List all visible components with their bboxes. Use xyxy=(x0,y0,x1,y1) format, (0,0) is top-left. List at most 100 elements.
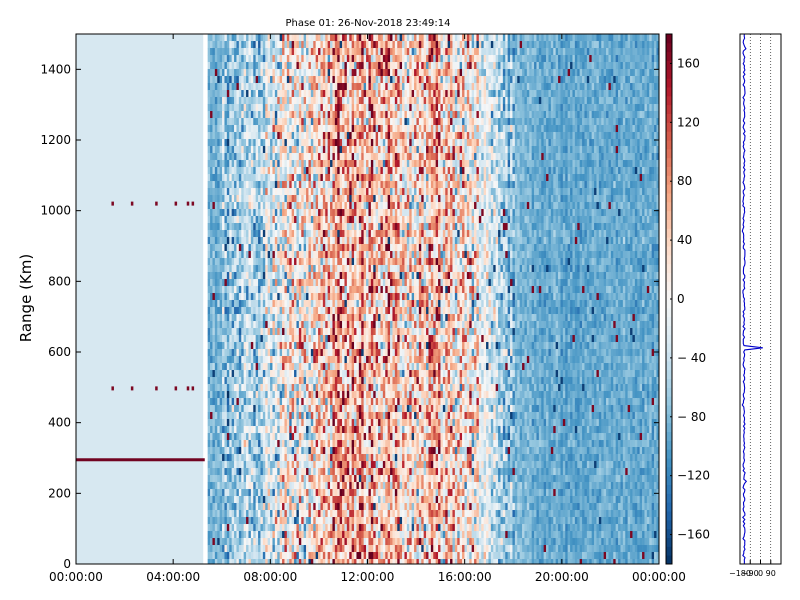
heatmap-cell xyxy=(224,111,228,119)
heatmap-cell xyxy=(310,125,314,133)
heatmap-cell xyxy=(243,111,247,119)
heatmap-cell xyxy=(342,118,345,126)
heatmap-cell xyxy=(332,195,336,203)
heatmap-cell xyxy=(303,237,307,245)
heatmap-cell xyxy=(303,454,307,462)
heatmap-cell xyxy=(289,475,292,483)
heatmap-cell xyxy=(361,489,364,497)
heatmap-cell xyxy=(308,475,312,483)
heatmap-cell xyxy=(308,349,312,357)
heatmap-cell xyxy=(325,90,328,98)
heatmap-cell xyxy=(243,475,247,483)
heatmap-cell xyxy=(284,174,288,182)
heatmap-cell xyxy=(265,265,268,273)
heatmap-cell xyxy=(219,76,223,84)
heatmap-cell xyxy=(291,545,295,553)
heatmap-cell xyxy=(272,202,276,210)
heatmap-cell xyxy=(346,496,350,504)
heatmap-cell xyxy=(243,188,247,196)
heatmap-cell xyxy=(282,230,285,238)
heatmap-cell xyxy=(265,139,268,147)
heatmap-cell xyxy=(224,195,228,203)
heatmap-cell xyxy=(327,111,331,119)
heatmap-cell xyxy=(277,552,280,560)
heatmap-cell xyxy=(262,174,266,182)
heatmap-cell xyxy=(243,244,247,252)
heatmap-cell xyxy=(270,545,273,553)
heatmap-cell xyxy=(286,370,290,378)
heatmap-cell xyxy=(308,405,312,413)
heatmap-cell xyxy=(265,244,268,252)
heatmap-cell xyxy=(337,531,340,539)
heatmap-cell xyxy=(334,167,338,175)
heatmap-cell xyxy=(265,83,268,91)
heatmap-cell xyxy=(236,447,240,455)
heatmap-cell xyxy=(212,174,216,182)
heatmap-cell xyxy=(258,111,261,119)
heatmap-cell xyxy=(320,363,324,371)
heatmap-cell xyxy=(313,209,316,217)
heatmap-cell xyxy=(217,195,220,203)
heatmap-cell xyxy=(322,237,326,245)
heatmap-cell xyxy=(214,34,218,42)
heatmap-cell xyxy=(337,251,340,259)
heatmap-cell xyxy=(260,104,264,112)
heatmap-cell xyxy=(313,307,316,315)
heatmap-cell xyxy=(246,545,249,553)
heatmap-cell xyxy=(313,258,316,266)
heatmap-cell xyxy=(342,426,345,434)
heatmap-cell xyxy=(346,69,350,77)
heatmap-cell xyxy=(344,104,348,112)
heatmap-cell xyxy=(255,489,259,497)
heatmap-cell xyxy=(222,216,225,224)
heatmap-cell xyxy=(344,34,348,42)
heatmap-cell xyxy=(294,174,297,182)
heatmap-cell xyxy=(318,111,321,119)
heatmap-cell xyxy=(310,181,314,189)
heatmap-cell xyxy=(289,132,292,140)
heatmap-cell xyxy=(346,342,350,350)
heatmap-cell xyxy=(327,426,331,434)
heatmap-cell xyxy=(284,412,288,420)
heatmap-cell xyxy=(320,377,324,385)
heatmap-cell xyxy=(277,391,280,399)
heatmap-cell xyxy=(344,461,348,469)
heatmap-cell xyxy=(236,139,240,147)
heatmap-cell xyxy=(291,510,295,518)
heatmap-cell xyxy=(318,188,321,196)
heatmap-cell xyxy=(344,111,348,119)
heatmap-cell xyxy=(210,279,213,287)
heatmap-cell xyxy=(270,48,273,56)
heatmap-cell xyxy=(351,181,355,189)
heatmap-cell xyxy=(301,335,304,343)
heatmap-cell xyxy=(303,272,307,280)
heatmap-cell xyxy=(354,195,357,203)
heatmap-cell xyxy=(279,391,283,399)
heatmap-cell xyxy=(301,139,304,147)
heatmap-cell xyxy=(248,216,252,224)
heatmap-cell xyxy=(277,496,280,504)
heatmap-cell xyxy=(214,76,218,84)
heatmap-cell xyxy=(214,370,218,378)
heatmap-cell xyxy=(349,328,352,336)
heatmap-cell xyxy=(267,314,271,322)
heatmap-cell xyxy=(296,55,300,63)
heatmap-cell xyxy=(334,272,338,280)
heatmap-cell xyxy=(303,83,307,91)
heatmap-cell xyxy=(246,307,249,315)
heatmap-cell xyxy=(298,202,302,210)
heatmap-cell xyxy=(224,265,228,273)
heatmap-cell xyxy=(325,293,328,301)
heatmap-cell xyxy=(258,475,261,483)
heatmap-cell xyxy=(253,174,256,182)
heatmap-cell xyxy=(310,223,314,231)
heatmap-cell xyxy=(318,531,321,539)
heatmap-cell xyxy=(255,237,259,245)
heatmap-cell xyxy=(325,538,328,546)
heatmap-cell xyxy=(219,321,223,329)
heatmap-cell xyxy=(277,83,280,91)
heatmap-cell xyxy=(231,279,235,287)
heatmap-cell xyxy=(349,223,352,231)
heatmap-cell xyxy=(226,545,230,553)
heatmap-cell xyxy=(322,363,326,371)
